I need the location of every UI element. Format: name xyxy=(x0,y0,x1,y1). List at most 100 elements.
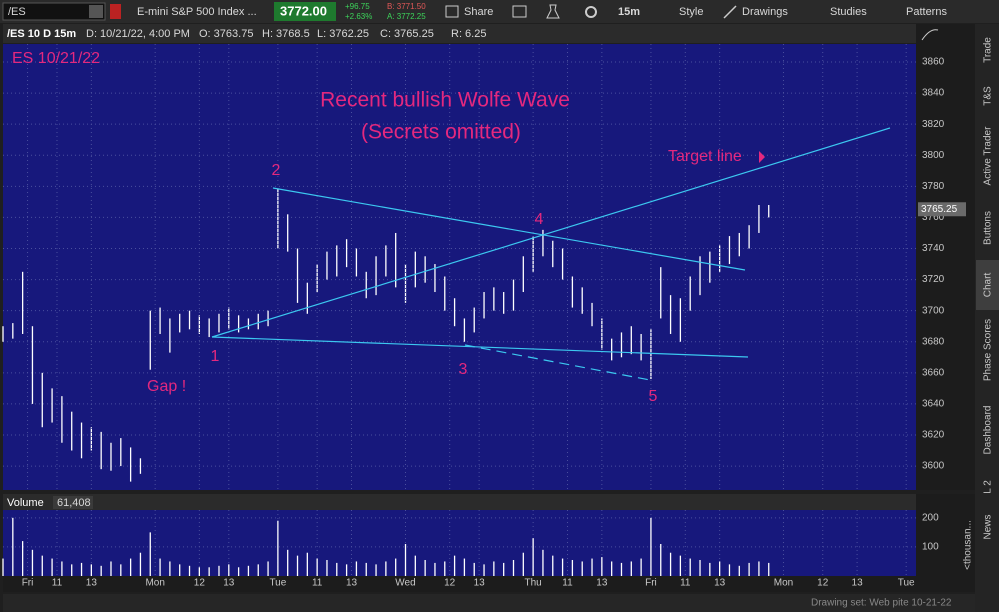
interval[interactable]: 15m xyxy=(618,6,640,18)
volume-title: Volume xyxy=(7,497,44,509)
x-tick-label: 13 xyxy=(474,578,486,589)
last-price-box xyxy=(918,202,966,217)
status-bar xyxy=(3,594,975,612)
volume-header xyxy=(3,494,916,510)
volume-axis xyxy=(916,494,975,576)
link-icon[interactable] xyxy=(110,4,121,19)
last-price-label: 3765.25 xyxy=(921,204,958,215)
x-tick-label: Thu xyxy=(525,578,542,589)
y-tick-label: 3740 xyxy=(922,243,945,254)
y-tick-label: 3660 xyxy=(922,367,945,378)
axis-icon[interactable] xyxy=(921,29,939,41)
info-bar xyxy=(3,24,916,43)
x-tick-label: Mon xyxy=(145,578,164,589)
x-tick-label: Tue xyxy=(898,578,915,589)
ask: A: 3772.25 xyxy=(387,12,426,21)
annotation: 2 xyxy=(272,162,281,179)
x-tick-label: Wed xyxy=(395,578,415,589)
y-tick-label: 3860 xyxy=(922,57,945,68)
annotation: 1 xyxy=(211,348,220,365)
style-button[interactable]: Style xyxy=(679,6,703,18)
patterns-button[interactable]: Patterns xyxy=(906,6,947,18)
annotation: 4 xyxy=(535,211,544,228)
detach-icon[interactable] xyxy=(512,5,527,18)
info-range: R: 6.25 xyxy=(451,28,486,40)
chart-subtitle: (Secrets omitted) xyxy=(361,121,521,144)
y-tick-label: 3680 xyxy=(922,336,945,347)
x-tick-label: 13 xyxy=(596,578,608,589)
last: 3772.00 xyxy=(280,3,327,18)
target-arrow xyxy=(759,151,765,163)
info-low: L: 3762.25 xyxy=(317,28,369,40)
line-1-3 xyxy=(211,336,749,358)
x-tick-label: 11 xyxy=(52,578,63,589)
x-tick-label: 13 xyxy=(346,578,358,589)
annotation: 3 xyxy=(459,361,468,378)
y-tick-label: 3640 xyxy=(922,399,945,410)
x-tick-label: 11 xyxy=(680,578,691,589)
wolfe-lines xyxy=(211,127,891,381)
x-tick-label: 11 xyxy=(312,578,323,589)
sidebar-tab[interactable]: Active Trader xyxy=(983,126,994,186)
symbol-label: ES 10/21/22 xyxy=(12,50,100,67)
target-line xyxy=(211,127,891,338)
sidebar-tab[interactable]: News xyxy=(983,514,994,539)
info-open: O: 3763.75 xyxy=(199,28,253,40)
drawing-set: Drawing set: Web pite 10-21-22 xyxy=(811,598,952,609)
y-tick-label: 3620 xyxy=(922,430,945,441)
y-tick-label: 3700 xyxy=(922,305,945,316)
bid: B: 3771.50 xyxy=(387,2,426,11)
y-tick-label: 200 xyxy=(922,512,939,523)
sidebar-tab[interactable]: Trade xyxy=(983,37,994,63)
studies-icon[interactable] xyxy=(546,4,560,19)
x-tick-label: 13 xyxy=(714,578,726,589)
sidebar xyxy=(975,24,999,612)
volume-total: 61,408 xyxy=(57,497,91,509)
dropdown[interactable] xyxy=(89,5,103,18)
x-tick-label: Tue xyxy=(269,578,286,589)
settings-icon[interactable] xyxy=(585,6,597,18)
symbol[interactable]: /ES xyxy=(8,6,26,18)
sidebar-tab[interactable]: Dashboard xyxy=(983,406,994,455)
x-tick-label: 12 xyxy=(817,578,829,589)
y-tick-label: 3840 xyxy=(922,88,945,99)
y-tick-label: 3780 xyxy=(922,181,945,192)
line-2-4 xyxy=(272,187,746,271)
sidebar-tab[interactable]: T&S xyxy=(983,86,994,106)
volume-total-box xyxy=(53,496,93,509)
plot-layer: 3600 3620 3640 3660 3680 3700 3720 3740 3760 3780… xyxy=(2,44,966,589)
share-button[interactable]: Share xyxy=(464,6,493,18)
symbol-input[interactable] xyxy=(2,2,106,21)
info-close: C: 3765.25 xyxy=(380,28,434,40)
x-tick-label: 13 xyxy=(86,578,98,589)
x-tick-label: Mon xyxy=(774,578,793,589)
x-tick-label: 12 xyxy=(194,578,206,589)
y-tick-label: 3820 xyxy=(922,119,945,130)
sidebar-tab[interactable]: L 2 xyxy=(983,480,994,494)
y-tick-label: 3720 xyxy=(922,274,945,285)
sidebar-tab[interactable]: Chart xyxy=(983,273,994,298)
info-label: /ES 10 D 15m xyxy=(7,28,76,40)
y-tick-label: 100 xyxy=(922,542,939,553)
annotation: Target line xyxy=(668,148,742,165)
toolbar xyxy=(0,0,999,23)
info-high: H: 3768.5 xyxy=(262,28,310,40)
sidebar-tab[interactable]: Buttons xyxy=(983,211,994,245)
share-icon[interactable] xyxy=(445,5,459,18)
drawings-button[interactable]: Drawings xyxy=(742,6,788,18)
description: E-mini S&P 500 Index ... xyxy=(137,6,257,18)
info-date: D: 10/21/22, 4:00 PM xyxy=(86,28,190,40)
active-tab[interactable] xyxy=(976,260,999,310)
x-tick-label: 13 xyxy=(852,578,864,589)
annotation: 5 xyxy=(649,388,658,405)
volume-unit: <thousan... xyxy=(963,520,974,570)
y-tick-label: 3800 xyxy=(922,150,945,161)
drawings-icon[interactable] xyxy=(723,5,737,19)
change-pct: +2.63% xyxy=(345,12,372,21)
studies-button[interactable]: Studies xyxy=(830,6,867,18)
y-tick-label: 3600 xyxy=(922,461,945,472)
time-axis xyxy=(3,576,975,592)
sidebar-tab[interactable]: Phase Scores xyxy=(983,319,994,381)
x-tick-label: Fri xyxy=(22,578,34,589)
